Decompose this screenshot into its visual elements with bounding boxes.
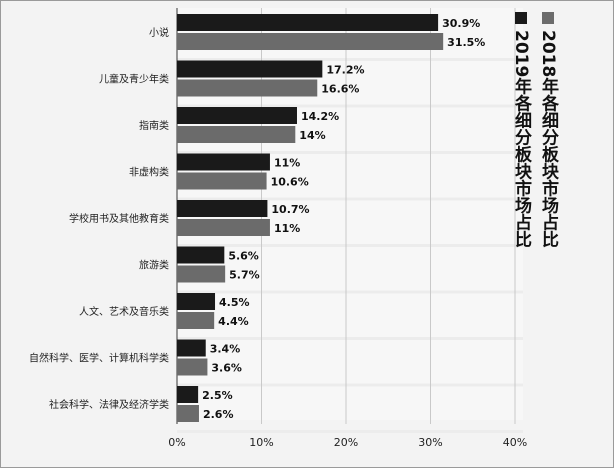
bar [177, 358, 208, 376]
row-separator [177, 197, 523, 201]
value-label: 4.4% [218, 315, 249, 328]
row-separator [177, 58, 523, 61]
value-label: 11% [274, 157, 300, 170]
x-tick-label: 10% [249, 436, 273, 449]
x-axis-tick-labels: 0% 10% 20% 30% 40% [168, 436, 527, 449]
value-labels: 30.9% 31.5% 17.2% 16.6% 14.2% 14% 11% 10.6% 10.7… [202, 17, 485, 421]
bar [177, 60, 323, 78]
value-label: 4.5% [219, 296, 250, 309]
value-label: 16.6% [321, 83, 359, 96]
bar [177, 219, 270, 236]
category-label: 儿童及青少年类 [99, 73, 169, 86]
value-label: 14% [299, 129, 325, 142]
value-label: 30.9% [442, 17, 480, 30]
category-label: 自然科学、医学、计算机科学类 [29, 352, 169, 365]
value-label: 5.7% [229, 269, 260, 282]
legend-label: 2019年各细分板块市场占比 [511, 30, 533, 248]
bar [177, 405, 199, 422]
category-label: 旅游类 [139, 259, 169, 272]
bar [177, 126, 296, 143]
bar [177, 107, 297, 124]
row-separator [177, 104, 523, 108]
bars [177, 14, 444, 422]
category-label: 社会科学、法律及经济学类 [49, 398, 169, 411]
bar [177, 14, 439, 31]
category-labels: 小说儿童及青少年类指南类非虚构类学校用书及其他教育类旅游类人文、艺术及音乐类自然… [29, 26, 169, 411]
legend-label: 2018年各细分板块市场占比 [538, 30, 560, 248]
row-separator [177, 151, 523, 154]
value-label: 31.5% [447, 36, 485, 49]
bar [177, 33, 444, 50]
value-label: 11% [274, 222, 300, 235]
bar [177, 312, 215, 329]
value-label: 14.2% [301, 110, 339, 123]
bar [177, 79, 318, 97]
x-tick-label: 20% [334, 436, 358, 449]
bar [177, 153, 270, 171]
category-label: 学校用书及其他教育类 [69, 212, 169, 225]
value-label: 5.6% [228, 250, 259, 263]
row-separator [177, 337, 523, 340]
bar [177, 200, 268, 217]
value-label: 17.2% [326, 64, 364, 77]
category-label: 非虚构类 [129, 166, 169, 179]
bar [177, 172, 267, 190]
category-label: 小说 [149, 26, 169, 39]
bar [177, 293, 216, 310]
bar [177, 339, 206, 357]
category-label: 人文、艺术及音乐类 [79, 305, 169, 318]
row-separator [177, 383, 523, 387]
x-tick-label: 40% [503, 436, 527, 449]
bar [177, 265, 226, 283]
row-separator [177, 290, 523, 294]
row-separator [177, 430, 523, 433]
legend-swatch [542, 12, 554, 24]
category-label: 指南类 [139, 119, 169, 132]
x-tick-label: 0% [168, 436, 185, 449]
legend-swatch [515, 12, 527, 24]
value-label: 2.5% [202, 389, 233, 402]
value-label: 10.7% [271, 203, 309, 216]
row-separator [177, 244, 523, 247]
x-tick-label: 30% [418, 436, 442, 449]
value-label: 3.4% [210, 343, 241, 356]
bar [177, 246, 225, 264]
value-label: 3.6% [211, 362, 242, 375]
value-label: 2.6% [203, 408, 234, 421]
value-label: 10.6% [271, 176, 309, 189]
bar [177, 386, 199, 403]
